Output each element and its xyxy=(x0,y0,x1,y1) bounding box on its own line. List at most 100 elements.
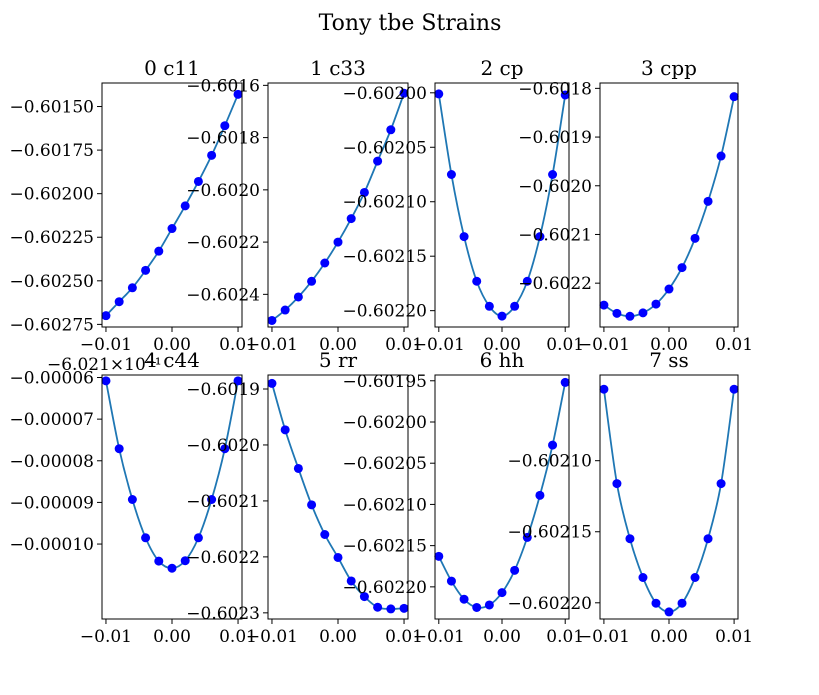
data-point xyxy=(101,311,111,321)
data-point xyxy=(220,121,230,131)
figure-title: Tony tbe Strains xyxy=(319,11,502,36)
subplot-title: 4 c44 xyxy=(144,348,200,372)
data-point xyxy=(612,308,622,318)
y-tick-label: −0.00009 xyxy=(9,493,94,513)
x-tick-label: 0.01 xyxy=(546,335,584,355)
data-point xyxy=(101,376,111,386)
x-tick-label: 0.00 xyxy=(319,627,357,647)
data-point xyxy=(386,604,396,614)
axes-frame xyxy=(267,82,409,328)
y-tick-label: −0.60200 xyxy=(9,185,94,205)
data-point xyxy=(399,88,409,98)
x-tick-label: 0.00 xyxy=(153,627,191,647)
subplot-2: 2 cp −0.01 0.00 0.01 −0.60220 −0.60215 −0.6021… xyxy=(342,56,584,355)
x-tick-label: 0.00 xyxy=(483,627,521,647)
subplot-6: 6 hh −0.01 0.00 0.01 −0.60220 −0.60215 −0.6021… xyxy=(342,348,584,647)
data-point xyxy=(386,125,396,135)
x-tick-label: −0.01 xyxy=(246,627,298,647)
y-offset-label: −6.021×10⁻¹ xyxy=(47,355,162,375)
data-point xyxy=(729,384,739,394)
data-point xyxy=(434,89,444,99)
y-tick-label: −0.6022 xyxy=(186,233,260,253)
y-tick-label: −0.60275 xyxy=(9,315,94,335)
x-tick-label: 0.01 xyxy=(385,627,423,647)
y-tick-label: −0.60220 xyxy=(342,578,427,598)
data-point xyxy=(612,479,622,489)
x-tick-label: −0.01 xyxy=(578,335,630,355)
data-point xyxy=(472,276,482,286)
axes-frame xyxy=(101,374,243,620)
x-tick-label: −0.01 xyxy=(413,335,465,355)
data-point xyxy=(446,576,456,586)
y-tick-label: −0.60200 xyxy=(342,84,427,104)
data-point xyxy=(399,603,409,613)
data-point xyxy=(560,90,570,100)
subplot-title: 6 hh xyxy=(480,348,525,372)
data-point xyxy=(484,301,494,311)
x-tick-label: 0.01 xyxy=(715,627,753,647)
data-point xyxy=(625,534,635,544)
data-point xyxy=(220,444,230,454)
data-point xyxy=(114,297,124,307)
x-tick-label: −0.01 xyxy=(413,627,465,647)
series-line xyxy=(105,380,239,570)
data-point xyxy=(497,311,507,321)
data-point xyxy=(638,308,648,318)
data-point xyxy=(677,263,687,273)
y-tick-label: −0.60175 xyxy=(9,141,94,161)
data-point xyxy=(638,573,648,583)
data-point xyxy=(307,500,317,510)
data-point xyxy=(510,565,520,575)
data-point xyxy=(535,490,545,500)
data-point xyxy=(114,444,124,454)
data-point xyxy=(267,378,277,388)
data-point xyxy=(333,237,343,247)
data-point xyxy=(716,151,726,161)
data-point xyxy=(625,311,635,321)
data-point xyxy=(180,556,190,566)
data-point xyxy=(651,598,661,608)
subplot-1: 1 c33 −0.01 0.00 0.01 −0.6024 −0.6022 −0.6020 −… xyxy=(186,56,423,355)
y-tick-label: −0.6022 xyxy=(186,548,260,568)
data-point xyxy=(510,301,520,311)
subplot-title: 0 c11 xyxy=(144,56,200,80)
axes-frame xyxy=(267,374,409,620)
subplot-title: 2 cp xyxy=(480,56,523,80)
data-point xyxy=(690,233,700,243)
y-tick-label: −0.6020 xyxy=(186,181,260,201)
data-point xyxy=(293,292,303,302)
data-point xyxy=(373,156,383,166)
subplot-title: 3 cpp xyxy=(641,56,697,80)
subplot-0: 0 c11 −0.01 0.00 0.01 −0.60275 −0.60250 −0.602… xyxy=(9,56,257,355)
data-point xyxy=(141,533,151,543)
x-tick-label: 0.01 xyxy=(219,335,257,355)
data-point xyxy=(127,494,137,504)
data-point xyxy=(651,299,661,309)
y-tick-label: −0.00006 xyxy=(9,368,94,388)
series-line xyxy=(437,382,567,609)
subplot-title: 5 rr xyxy=(319,348,358,372)
y-tick-label: −0.6018 xyxy=(518,79,592,99)
x-tick-label: −0.01 xyxy=(80,335,132,355)
x-tick-label: 0.01 xyxy=(546,627,584,647)
data-point xyxy=(716,479,726,489)
series-line xyxy=(105,93,239,317)
data-point xyxy=(207,494,217,504)
data-point xyxy=(484,600,494,610)
y-tick-label: −0.6019 xyxy=(518,128,592,148)
data-point xyxy=(359,592,369,602)
y-tick-label: −0.60225 xyxy=(9,228,94,248)
x-tick-label: −0.01 xyxy=(80,627,132,647)
x-tick-label: 0.00 xyxy=(650,335,688,355)
y-tick-label: −0.60215 xyxy=(342,537,427,557)
x-tick-label: 0.00 xyxy=(319,335,357,355)
data-point xyxy=(446,170,456,179)
y-tick-label: −0.60215 xyxy=(507,523,592,543)
y-tick-label: −0.60250 xyxy=(9,272,94,292)
data-point xyxy=(459,232,469,242)
subplot-title: 7 ss xyxy=(649,348,689,372)
data-point xyxy=(548,440,558,450)
y-tick-label: −0.6022 xyxy=(518,274,592,294)
y-tick-label: −0.60200 xyxy=(342,413,427,433)
